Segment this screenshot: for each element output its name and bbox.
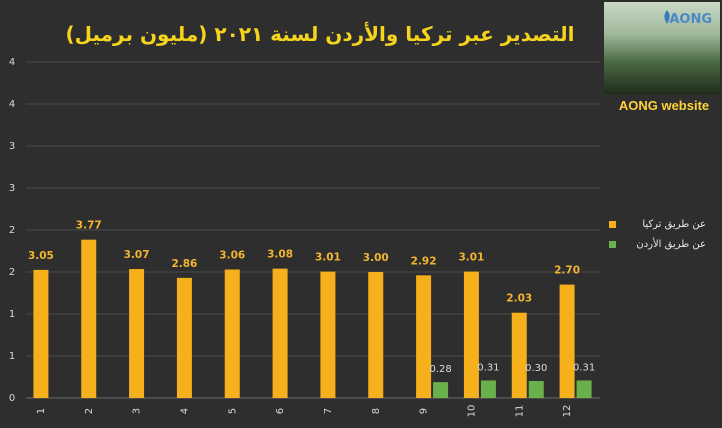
- y-tick-label: 3: [9, 141, 15, 152]
- bar-turkey: [511, 312, 527, 398]
- legend: عن طريق تركيا عن طريق الأردن: [606, 215, 718, 255]
- logo-caption: AONG website: [618, 98, 710, 113]
- y-tick-label: 4: [9, 57, 15, 68]
- bar-jordan: [528, 380, 544, 398]
- data-label-jordan: 0.28: [429, 364, 451, 375]
- legend-swatch-jordan: [609, 241, 616, 248]
- chart-title: التصدير عبر تركيا والأردن لسنة ٢٠٢١ (ملي…: [65, 22, 575, 46]
- data-label-turkey: 3.07: [124, 249, 150, 261]
- y-axis-ticks: 0 1 1 2 2 3 3 4 4: [9, 57, 15, 404]
- logo-flame-icon: [664, 10, 670, 24]
- data-label-turkey: 3.08: [267, 249, 293, 261]
- bar-turkey: [33, 269, 49, 398]
- y-tick-label: 1: [9, 351, 15, 362]
- legend-label-turkey: عن طريق تركيا: [642, 219, 706, 230]
- bar-turkey: [416, 275, 432, 398]
- y-tick-label: 0: [9, 393, 15, 404]
- x-tick-label: 7: [323, 408, 334, 414]
- data-label-turkey: 3.06: [219, 249, 245, 261]
- legend-item-jordan: عن طريق الأردن: [606, 235, 718, 255]
- x-tick-label: 1: [36, 408, 47, 414]
- x-tick-label: 10: [466, 405, 477, 418]
- data-label-turkey: 2.92: [411, 255, 437, 267]
- data-label-turkey: 3.01: [458, 252, 484, 264]
- gridlines: [26, 61, 600, 399]
- data-labels: 3.05 3.77 3.07 2.86 3.06 3.08 3.01 3.00 2.92 0.28…: [28, 220, 595, 375]
- bar-turkey: [272, 268, 288, 398]
- data-label-turkey: 2.03: [506, 293, 532, 305]
- logo-wordmark: AONG: [669, 12, 712, 27]
- legend-item-turkey: عن طريق تركيا: [606, 215, 718, 235]
- x-tick-label: 9: [419, 408, 430, 414]
- bar-turkey: [368, 272, 384, 398]
- bar-turkey: [129, 269, 145, 398]
- legend-swatch-turkey: [609, 221, 616, 228]
- bar-turkey: [320, 271, 336, 398]
- x-tick-label: 5: [227, 408, 238, 414]
- data-label-turkey: 3.05: [28, 250, 54, 262]
- bar-turkey: [224, 269, 240, 398]
- y-tick-label: 4: [9, 99, 15, 110]
- x-tick-label: 2: [84, 408, 95, 414]
- y-tick-label: 2: [9, 225, 15, 236]
- bar-jordan: [480, 380, 496, 398]
- y-tick-label: 3: [9, 183, 15, 194]
- bar-jordan: [576, 380, 592, 398]
- data-label-turkey: 3.77: [76, 220, 102, 232]
- bar-turkey: [559, 284, 575, 398]
- y-tick-label: 2: [9, 267, 15, 278]
- x-tick-label: 3: [132, 408, 143, 414]
- x-tick-label: 6: [275, 408, 286, 414]
- bar-jordan: [433, 382, 449, 398]
- bar-turkey: [176, 277, 192, 398]
- x-axis-ticks: 1 2 3 4 5 6 7 8 9 10 11 12: [36, 405, 573, 418]
- bar-turkey: [81, 239, 97, 398]
- data-label-jordan: 0.31: [573, 362, 595, 373]
- x-tick-label: 12: [562, 405, 573, 418]
- x-tick-label: 11: [514, 405, 525, 418]
- data-label-turkey: 3.01: [315, 252, 341, 264]
- x-tick-label: 8: [371, 408, 382, 414]
- bar-turkey: [463, 271, 479, 398]
- aong-logo: AONG: [604, 2, 720, 94]
- data-label-jordan: 0.30: [525, 363, 547, 374]
- data-label-jordan: 0.31: [477, 362, 499, 373]
- legend-label-jordan: عن طريق الأردن: [636, 239, 706, 250]
- y-tick-label: 1: [9, 309, 15, 320]
- data-label-turkey: 2.86: [171, 258, 197, 270]
- bars: [33, 239, 592, 398]
- x-tick-label: 4: [179, 408, 190, 414]
- data-label-turkey: 2.70: [554, 265, 580, 277]
- data-label-turkey: 3.00: [363, 252, 389, 264]
